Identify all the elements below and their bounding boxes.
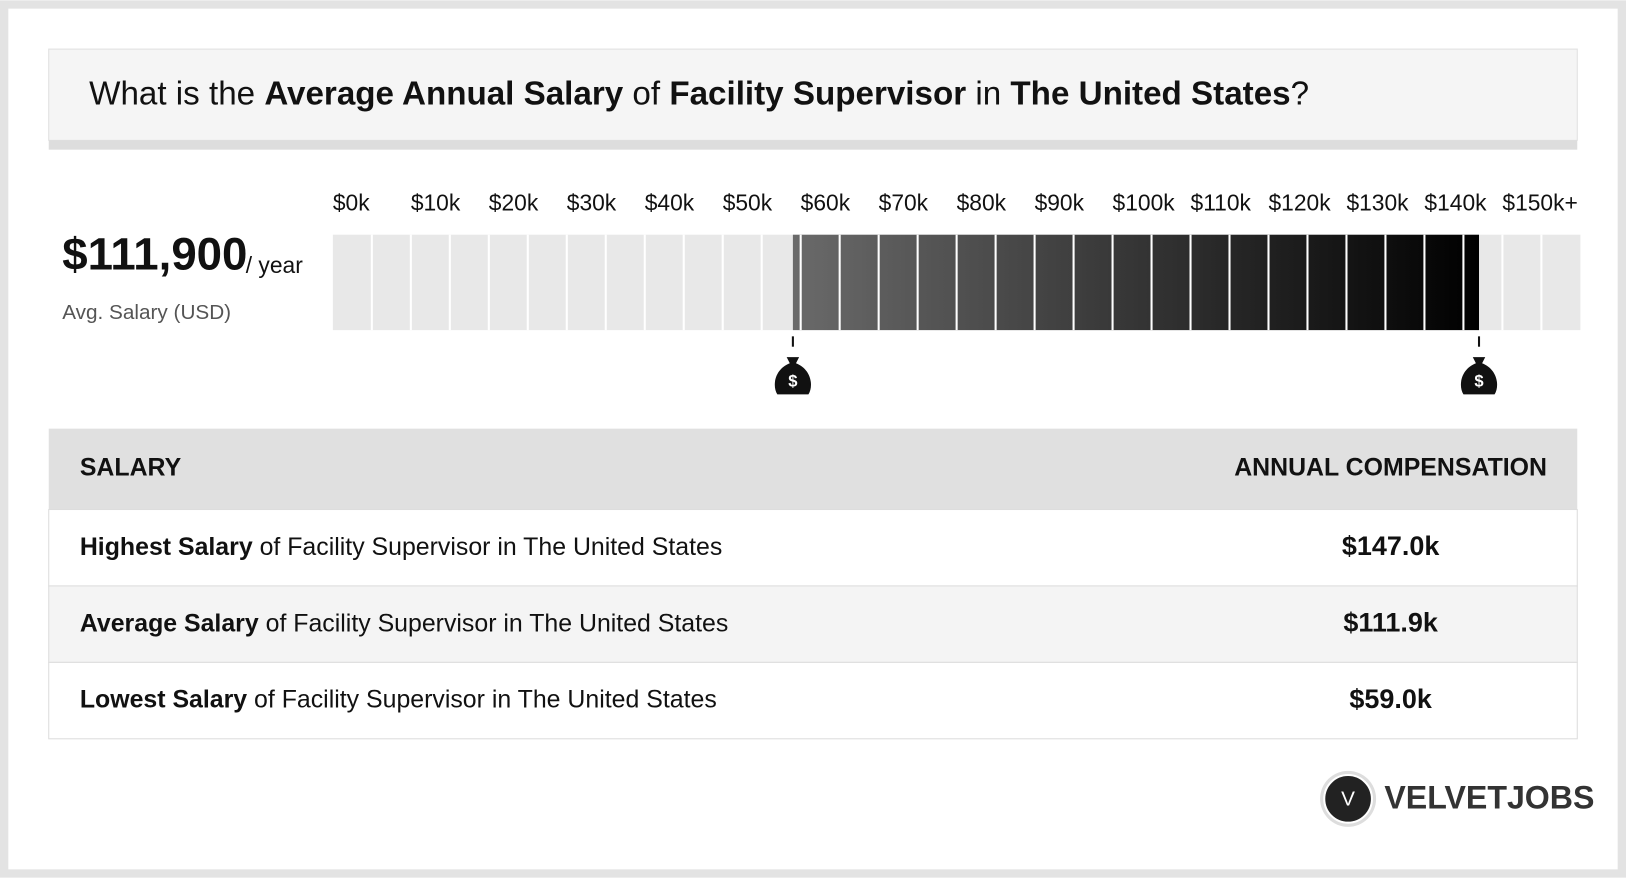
title-part: The United States [1010,76,1290,113]
title-part: of [623,76,669,113]
row-label-rest: of Facility Supervisor in The United Sta… [253,532,723,560]
row-value: $59.0k [1349,684,1432,714]
row-label-rest: of Facility Supervisor in The United Sta… [247,685,717,713]
table-header [48,428,1578,510]
money-bag [774,357,811,395]
range-bar: $0k $10k $20k $30k $40k $50k $60k $70k $80k $90k $… [332,190,1581,395]
row-label-bold: Lowest Salary [80,685,247,713]
x-tick-label: $50k [723,190,773,216]
row-label-bold: Average Salary [80,609,259,637]
x-tick-label: $10k [411,190,461,216]
title-part: in [966,76,1010,113]
x-tick-label: $120k [1268,190,1331,216]
x-tick-label: $110k [1191,190,1252,216]
row-label: Average Salary of Facility Supervisor in… [80,609,728,637]
money-bag [1460,357,1498,395]
table-body: Highest Salary of Facility Supervisor in… [48,508,1578,740]
x-tick-label: $20k [489,190,539,216]
avg-unit: / year [246,252,303,278]
avg-amount: $111,900 [62,229,247,280]
row-label-bold: Highest Salary [80,532,253,560]
logo-mark: V [1341,787,1355,810]
title-part: Facility Supervisor [669,76,966,113]
x-tick-label: $40k [645,190,695,216]
title-part: What is the [89,76,264,113]
table-row [48,661,1578,740]
row-label-rest: of Facility Supervisor in The United Sta… [259,609,729,637]
row-label: Highest Salary of Facility Supervisor in… [80,532,722,560]
table-header-cell: SALARY [80,454,182,482]
row-value: $111.9k [1343,607,1438,637]
x-tick-label: $130k [1346,190,1409,216]
table-header-cell: ANNUAL COMPENSATION [1234,454,1547,482]
x-tick-label: $0k [333,190,370,216]
x-tick-label: $140k [1424,190,1487,216]
x-tick-label: $70k [879,190,929,216]
table-row [48,508,1578,587]
logo-circle [1323,773,1373,824]
row-label: Lowest Salary of Facility Supervisor in … [80,685,717,713]
money-bag-symbol: $ [1474,371,1483,390]
logo-name: VELVETJOBS [1384,779,1594,815]
x-tick-label: $30k [567,190,617,216]
header-underline [48,140,1578,150]
avg-caption: Avg. Salary (USD) [62,301,231,324]
x-tick-label: $90k [1035,190,1085,216]
row-value: $147.0k [1342,531,1440,561]
title: What is the Average Annual Salary of Fac… [89,76,1309,113]
x-tick-label: $150k+ [1502,190,1577,216]
range-fill [792,234,1480,331]
title-part: Average Annual Salary [264,76,623,113]
table-row [48,585,1578,663]
x-tick-label: $80k [957,190,1007,216]
x-tick-label: $60k [801,190,851,216]
money-bag-symbol: $ [788,371,797,390]
x-tick-label: $100k [1113,190,1176,216]
title-part: ? [1291,76,1309,113]
